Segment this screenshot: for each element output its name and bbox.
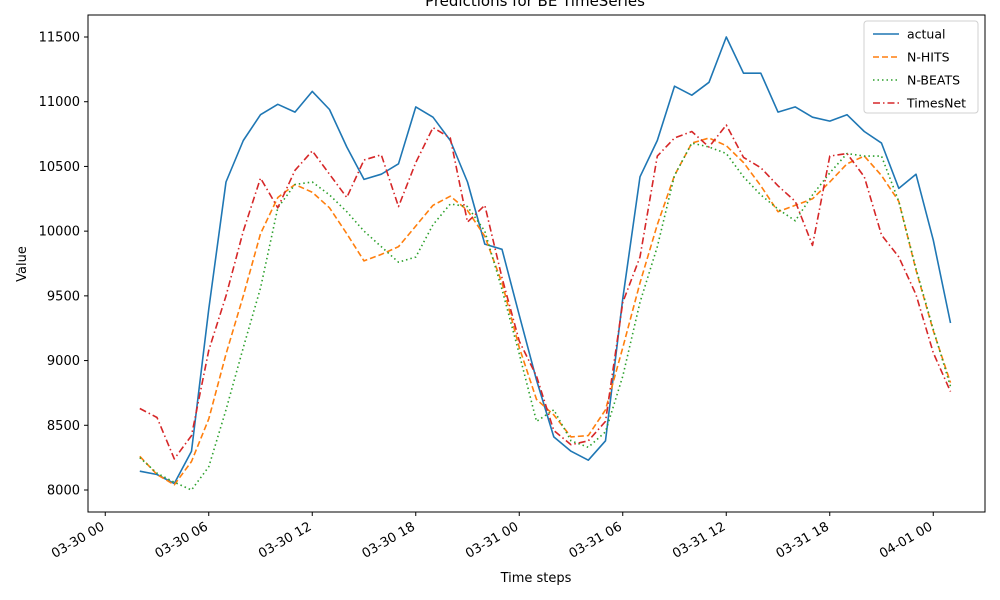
x-axis-label: Time steps [500,571,572,586]
legend-label: TimesNet [906,96,966,111]
x-tick-label: 03-31 00 [463,519,521,561]
series-layer [139,36,952,491]
series-line-actual [139,36,952,485]
x-tick-label: 03-31 18 [774,519,832,561]
y-tick-label: 9500 [47,289,80,304]
y-tick-label: 10500 [39,160,80,175]
legend-box [863,20,979,114]
y-tick-label: 10000 [39,225,80,240]
y-tick-label: 11500 [39,31,80,46]
series-line-n-beats [139,142,952,491]
y-axis-label: Value [15,246,30,282]
legend-label: N-BEATS [907,73,960,88]
x-axis: 03-30 00 03-30 06 03-30 12 03-30 18 03-31 00… [49,512,935,562]
x-tick-label: 03-31 06 [567,519,625,561]
series-line-n-hits [139,137,952,486]
legend-label: actual [907,27,946,42]
y-tick-label: 11000 [39,95,80,110]
x-tick-label: 03-30 12 [256,519,314,561]
y-axis: 8000 8500 9000 9500 10000 10500 11000 11500 [39,31,88,498]
x-tick-label: 04-01 00 [877,519,935,561]
y-tick-label: 8000 [47,483,80,498]
x-tick-label: 03-30 06 [153,519,211,561]
x-tick-label: 03-31 12 [670,519,728,561]
chart-title: Predictions for BE TimeSeries [425,0,645,10]
series-line-timesnet [139,124,952,460]
x-tick-label: 03-30 00 [49,519,107,561]
y-tick-label: 9000 [47,354,80,369]
plot-area-frame [87,14,986,513]
y-tick-label: 8500 [47,419,80,434]
x-tick-label: 03-30 18 [360,519,418,561]
legend: actual N-HITS N-BEATS TimesNet [863,20,979,114]
legend-label: N-HITS [907,50,950,65]
